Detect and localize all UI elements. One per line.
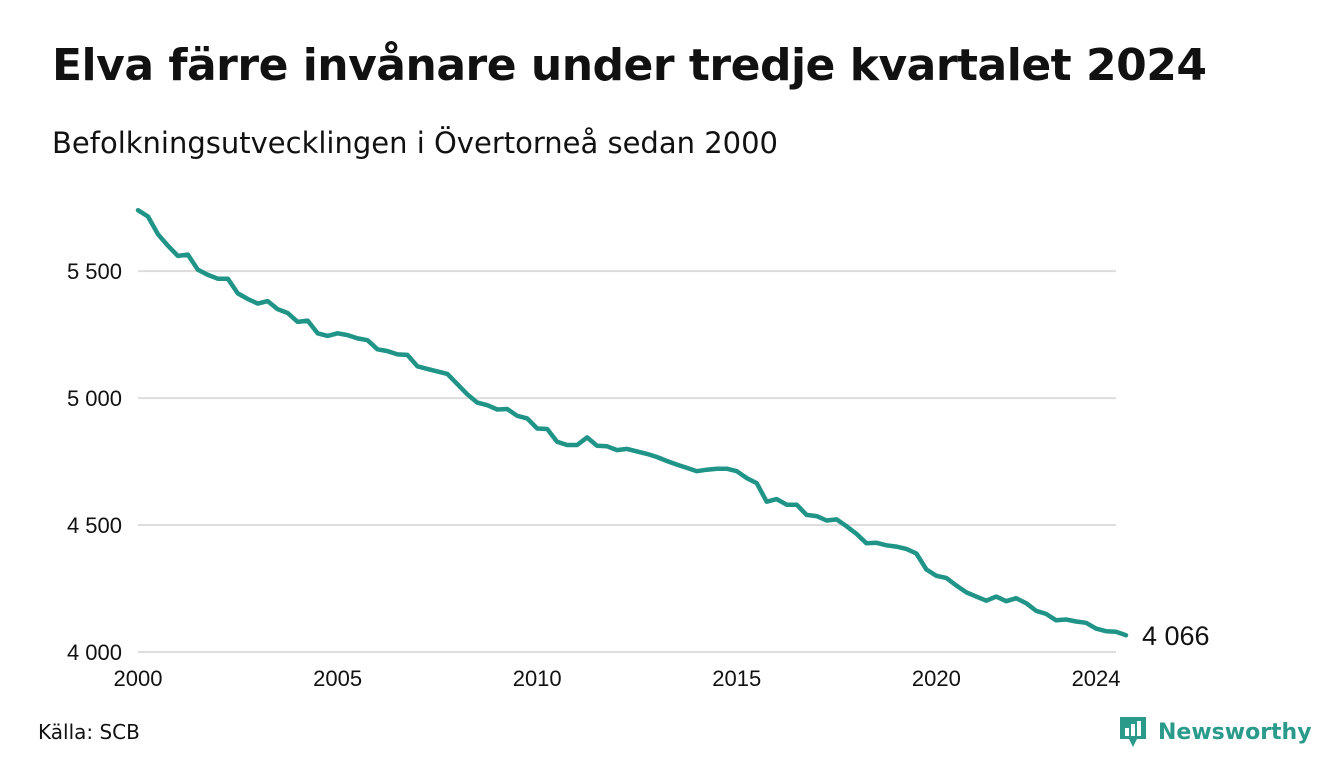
x-tick-label: 2015 [712,666,761,691]
page-subtitle: Befolkningsutvecklingen i Övertorneå sed… [52,126,779,160]
x-tick-label: 2020 [912,666,961,691]
series-line-population [135,207,1129,638]
x-tick-label: 2000 [114,666,163,691]
y-tick-label: 4 500 [67,513,122,538]
x-tick-label: 2010 [513,666,562,691]
page-title: Elva färre invånare under tredje kvartal… [52,40,1207,91]
brand-name: Newsworthy [1158,719,1312,745]
y-tick-label: 5 500 [67,259,122,284]
brand-logo[interactable]: Newsworthy [1118,715,1312,749]
gridlines [138,270,1116,653]
x-tick-label: 2024 [1072,666,1121,691]
y-tick-label: 4 000 [67,640,122,665]
x-tick-label: 2005 [313,666,362,691]
end-value-label: 4 066 [1142,621,1210,651]
bar-chart-speech-bubble-icon [1120,717,1146,747]
y-tick-label: 5 000 [67,386,122,411]
y-axis-tick-labels: 4 000 4 500 5 000 5 500 [67,259,122,665]
source-note: Källa: SCB [38,720,140,744]
x-axis-tick-labels: 2000 2005 2010 2015 2020 2024 [114,666,1121,691]
